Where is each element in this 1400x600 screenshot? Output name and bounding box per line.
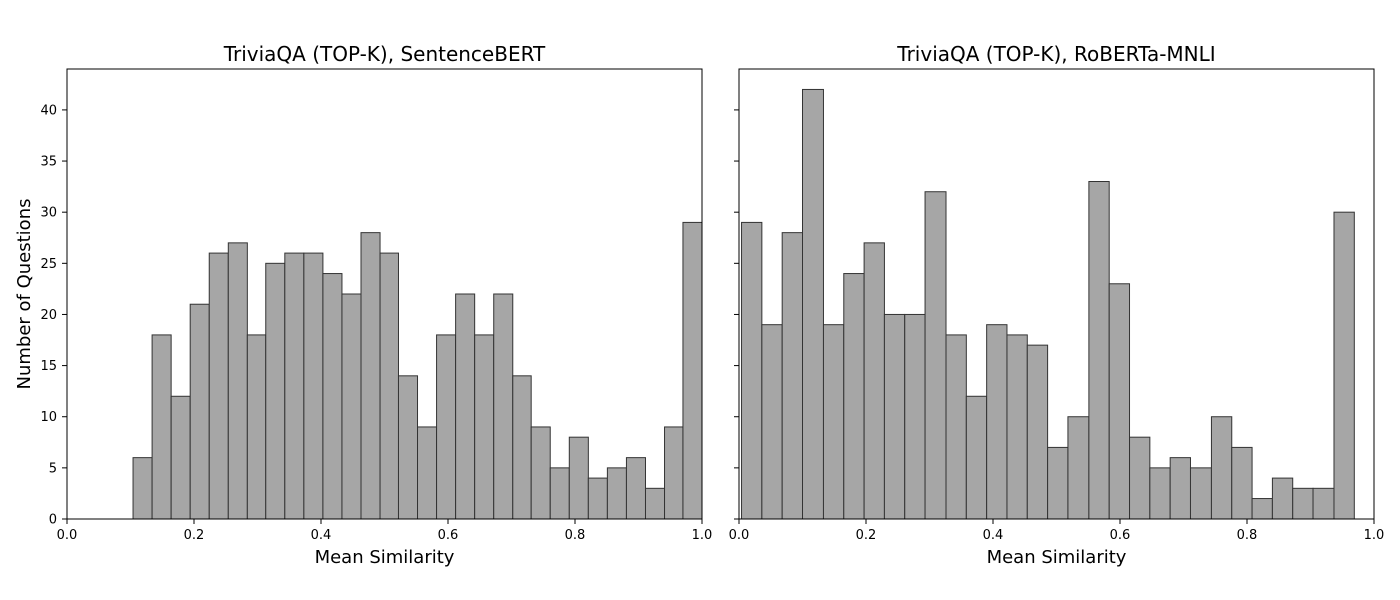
left-histogram-bar-15 <box>417 426 438 520</box>
right-histogram-bar-24 <box>1231 446 1253 520</box>
right-histogram-bar-8 <box>904 313 926 520</box>
left-histogram-bar-28 <box>664 426 684 520</box>
right-x-tick-label-5: 1.0 <box>1364 528 1385 543</box>
left-histogram-bar-3 <box>189 303 210 520</box>
left-y-tick-label-8: 40 <box>40 103 57 118</box>
right-histogram-bar-5 <box>843 273 865 520</box>
right-histogram-bar-18 <box>1108 283 1131 520</box>
left-histogram-bar-16 <box>436 334 457 520</box>
left-histogram-bar-24 <box>587 477 608 520</box>
left-histogram-bar-0 <box>132 457 153 520</box>
left-histogram-bar-2 <box>170 395 191 520</box>
left-histogram-bar-10 <box>322 273 343 520</box>
left-histogram-bar-8 <box>284 252 305 520</box>
right-histogram-bar-17 <box>1088 181 1110 520</box>
left-histogram-bar-5 <box>227 242 248 520</box>
left-x-tick-label-3: 0.6 <box>438 528 459 543</box>
right-histogram-bar-15 <box>1047 446 1069 520</box>
left-histogram-bar-4 <box>208 252 229 520</box>
right-histogram-bar-7 <box>883 313 906 520</box>
right-histogram-bar-1 <box>761 324 783 520</box>
right-chart-title: TriviaQA (TOP-K), RoBERTa-MNLI <box>896 42 1215 66</box>
left-y-tick-label-4: 20 <box>40 308 57 323</box>
left-ticks: 0.0 0.2 0.4 0.6 0.8 1.0 0 5 10 15 20 25 30 35 40 <box>40 103 712 543</box>
right-histogram-bar-22 <box>1189 467 1212 520</box>
left-x-tick-label-0: 0.0 <box>57 528 78 543</box>
left-histogram-bar-26 <box>625 457 646 520</box>
left-histogram-bar-22 <box>549 467 570 520</box>
right-bars <box>741 88 1355 520</box>
right-histogram-bar-29 <box>1333 211 1355 520</box>
left-histogram-bar-23 <box>568 436 589 520</box>
right-histogram-bar-19 <box>1129 436 1151 520</box>
left-y-tick-label-3: 15 <box>40 359 57 374</box>
left-y-axis-label: Number of Questions <box>14 199 35 390</box>
right-x-tick-label-1: 0.2 <box>856 528 877 543</box>
left-histogram-bar-12 <box>360 232 381 520</box>
left-histogram-bar-29 <box>682 221 703 520</box>
right-histogram-bar-10 <box>945 334 967 520</box>
left-histogram-bar-13 <box>379 252 399 520</box>
left-y-tick-label-1: 5 <box>49 461 57 476</box>
right-histogram-bar-16 <box>1067 416 1090 520</box>
left-histogram-bar-21 <box>530 426 551 520</box>
left-y-tick-label-2: 10 <box>40 410 57 425</box>
right-x-axis-label: Mean Similarity <box>987 547 1127 568</box>
left-x-tick-label-4: 0.8 <box>565 528 586 543</box>
left-y-tick-label-0: 0 <box>49 513 57 528</box>
right-histogram-bar-21 <box>1169 457 1191 520</box>
left-chart-title: TriviaQA (TOP-K), SentenceBERT <box>223 42 546 66</box>
right-histogram-bar-13 <box>1006 334 1028 520</box>
right-x-tick-label-3: 0.6 <box>1110 528 1131 543</box>
left-histogram-bar-18 <box>474 334 495 520</box>
left-bars <box>132 221 703 520</box>
left-histogram-bar-1 <box>151 334 172 520</box>
right-histogram-bar-0 <box>741 221 763 520</box>
right-histogram-bar-26 <box>1271 477 1294 520</box>
left-x-axis-label: Mean Similarity <box>315 547 455 568</box>
left-histogram-bar-25 <box>606 467 627 520</box>
left-histogram-bar-7 <box>265 262 286 520</box>
left-histogram-bar-14 <box>397 375 419 520</box>
right-histogram-bar-11 <box>965 395 988 520</box>
left-histogram-bar-20 <box>512 375 532 520</box>
right-histogram-bar-2 <box>781 232 803 520</box>
left-histogram-bar-9 <box>303 252 324 520</box>
left-y-tick-label-7: 35 <box>40 155 57 170</box>
left-histogram-bar-19 <box>493 293 514 520</box>
right-histogram-bar-4 <box>822 324 845 520</box>
right-histogram-bar-9 <box>924 191 947 520</box>
right-ticks: 0.0 0.2 0.4 0.6 0.8 1.0 <box>729 109 1385 543</box>
right-x-tick-label-0: 0.0 <box>729 528 750 543</box>
right-histogram-bar-6 <box>863 242 885 520</box>
left-histogram-bar-6 <box>246 334 267 520</box>
left-y-tick-label-6: 30 <box>40 206 57 221</box>
right-histogram-bar-14 <box>1026 344 1049 520</box>
right-histogram-bar-28 <box>1312 487 1335 520</box>
left-x-tick-label-1: 0.2 <box>184 528 205 543</box>
right-histogram-bar-27 <box>1292 487 1314 520</box>
left-histogram-bar-27 <box>644 487 666 520</box>
right-plot-frame <box>738 68 1375 520</box>
left-plot-frame <box>66 68 703 520</box>
right-x-tick-label-4: 0.8 <box>1237 528 1258 543</box>
right-histogram-bar-12 <box>986 324 1008 520</box>
right-histogram-panel: TriviaQA (TOP-K), RoBERTa-MNLI Mean Simi… <box>729 42 1385 568</box>
right-x-tick-label-2: 0.4 <box>983 528 1004 543</box>
left-histogram-bar-17 <box>455 293 476 520</box>
right-histogram-bar-23 <box>1210 416 1233 520</box>
right-histogram-bar-20 <box>1149 467 1171 520</box>
left-histogram-panel: TriviaQA (TOP-K), SentenceBERT Mean Simi… <box>14 42 712 568</box>
left-x-tick-label-2: 0.4 <box>311 528 332 543</box>
left-x-tick-label-5: 1.0 <box>692 528 713 543</box>
left-y-tick-label-5: 25 <box>40 257 57 272</box>
right-histogram-bar-25 <box>1251 498 1273 520</box>
left-histogram-bar-11 <box>341 293 362 520</box>
right-histogram-bar-3 <box>802 88 824 520</box>
